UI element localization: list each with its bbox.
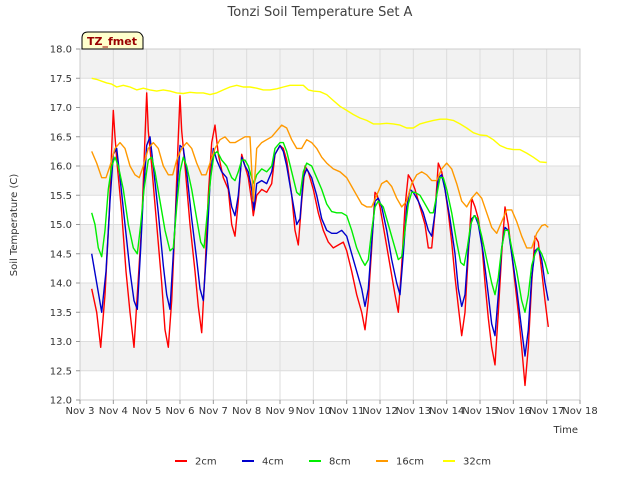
legend-label-16cm: 16cm [396, 457, 424, 468]
x-tick-label: Nov 15 [462, 406, 497, 417]
legend: 2cm 4cm 8cm 16cm 32cm [175, 457, 491, 468]
y-tick-label: 15.5 [50, 191, 72, 202]
y-tick-label: 13.5 [50, 308, 72, 319]
plot-band [80, 49, 580, 79]
y-tick-label: 12.5 [50, 366, 72, 377]
series-line-8cm [91, 141, 549, 313]
y-axis-label: Soil Temperature (C) [9, 174, 20, 277]
y-tick-label: 18.0 [50, 45, 72, 56]
x-tick-label: Nov 11 [329, 406, 364, 417]
y-tick-label: 16.5 [50, 132, 72, 143]
plot-band [80, 78, 580, 108]
x-tick-label: Nov 17 [529, 406, 564, 417]
y-tick-label: 14.5 [50, 249, 72, 260]
y-tick-label: 17.5 [50, 74, 72, 85]
series-line-16cm [91, 124, 549, 249]
x-tick-label: Nov 8 [232, 406, 261, 417]
plot-band [80, 370, 580, 400]
x-tick-label: Nov 3 [65, 406, 94, 417]
x-tick-label: Nov 13 [396, 406, 431, 417]
plot-band [80, 224, 580, 254]
legend-label-8cm: 8cm [329, 457, 351, 468]
badge-box [81, 31, 144, 50]
x-tick-label: Nov 18 [562, 406, 597, 417]
x-tick-label: Nov 4 [99, 406, 128, 417]
plot-band [80, 136, 580, 166]
plot-band [80, 283, 580, 313]
chart-title: Tonzi Soil Temperature Set A [227, 5, 413, 20]
x-axis: Nov 3 Nov 4 Nov 5 Nov 6 Nov 7 Nov 8 Nov 9 Nov 1… [65, 400, 598, 417]
station-badge: TZ_fmet [81, 31, 144, 50]
x-tick-label: Nov 7 [199, 406, 228, 417]
x-tick-label: Nov 16 [496, 406, 531, 417]
y-tick-label: 13.0 [50, 337, 72, 348]
y-tick-label: 17.0 [50, 103, 72, 114]
legend-label-32cm: 32cm [463, 457, 491, 468]
y-tick-label: 12.0 [50, 396, 72, 407]
x-axis-label: Time [553, 425, 578, 436]
legend-label-2cm: 2cm [195, 457, 217, 468]
y-tick-label: 14.0 [50, 279, 72, 290]
plot-band [80, 341, 580, 371]
series-line-4cm [91, 136, 549, 357]
x-tick-label: Nov 9 [265, 406, 294, 417]
plot-band [80, 166, 580, 196]
legend-label-4cm: 4cm [262, 457, 284, 468]
badge-label: TZ_fmet [87, 35, 137, 48]
x-tick-label: Nov 6 [165, 406, 194, 417]
x-tick-label: Nov 10 [296, 406, 331, 417]
x-tick-label: Nov 14 [429, 406, 464, 417]
series-layer [91, 77, 549, 387]
y-tick-label: 15.0 [50, 220, 72, 231]
series-line-2cm [91, 92, 549, 387]
plot-band [80, 107, 580, 137]
plot-band [80, 253, 580, 283]
plot-band [80, 312, 580, 342]
y-axis: 12.0 12.5 13.0 13.5 14.0 14.5 15.0 15.5 16.0 16.5… [50, 45, 80, 407]
y-tick-label: 16.0 [50, 162, 72, 173]
x-tick-label: Nov 12 [362, 406, 397, 417]
series-line-32cm [91, 77, 547, 164]
x-tick-label: Nov 5 [132, 406, 161, 417]
